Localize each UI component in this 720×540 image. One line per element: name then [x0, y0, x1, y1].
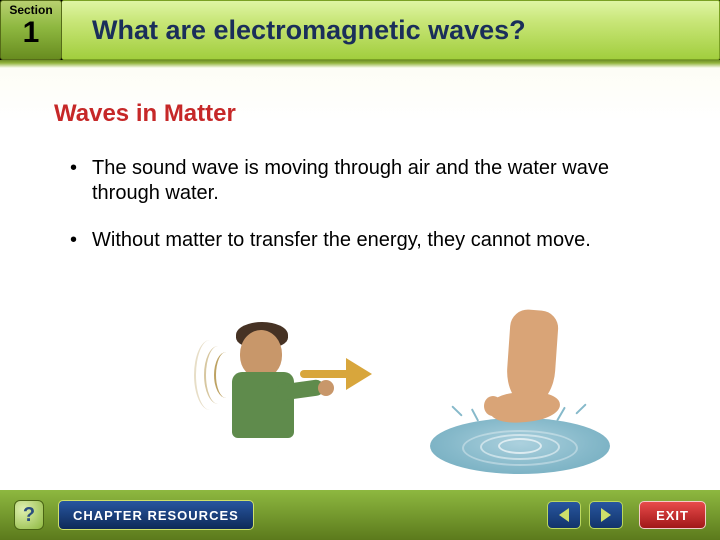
hand-shape: [318, 380, 334, 396]
bullet-list: The sound wave is moving through air and…: [50, 156, 670, 253]
toes-shape: [484, 396, 502, 416]
ripple-icon: [462, 430, 578, 466]
next-button[interactable]: [589, 501, 623, 529]
chapter-resources-button[interactable]: CHAPTER RESOURCES: [58, 500, 254, 530]
illustrations: [200, 310, 620, 480]
chevron-right-icon: [601, 508, 611, 522]
footer-bar: ? CHAPTER RESOURCES EXIT: [0, 490, 720, 540]
bullet-item: Without matter to transfer the energy, t…: [70, 228, 670, 253]
splash-icon: [471, 408, 479, 421]
bullet-item: The sound wave is moving through air and…: [70, 156, 670, 206]
exit-button[interactable]: EXIT: [639, 501, 706, 529]
splash-icon: [451, 405, 462, 416]
trumpet-bell-icon: [346, 358, 372, 390]
page-title: What are electromagnetic waves?: [92, 15, 526, 46]
water-shape: [430, 418, 610, 474]
help-button[interactable]: ?: [14, 500, 44, 530]
header: Section 1 What are electromagnetic waves…: [0, 0, 720, 60]
foot-in-water-illustration: [430, 310, 610, 480]
title-bar: What are electromagnetic waves?: [62, 0, 720, 60]
body-shape: [232, 372, 294, 438]
splash-icon: [575, 403, 586, 414]
prev-button[interactable]: [547, 501, 581, 529]
subtitle: Waves in Matter: [54, 100, 670, 128]
section-badge: Section 1: [0, 0, 62, 60]
chevron-left-icon: [559, 508, 569, 522]
trumpet-player-illustration: [210, 310, 390, 480]
section-number: 1: [1, 17, 61, 49]
content-area: Waves in Matter The sound wave is moving…: [0, 60, 720, 490]
head-shape: [240, 330, 282, 378]
section-label: Section: [1, 1, 61, 17]
